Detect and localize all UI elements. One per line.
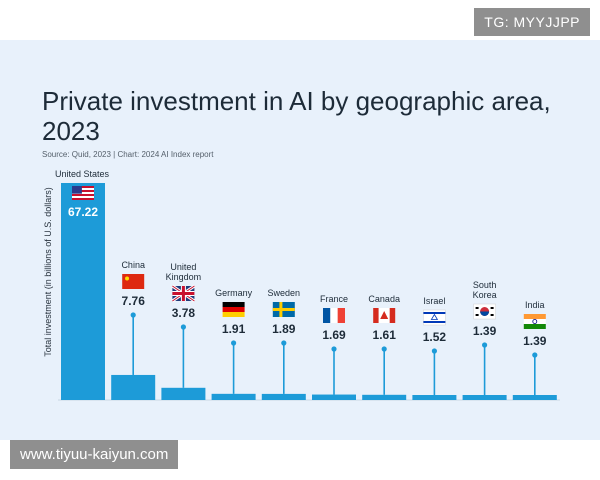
us-flag-icon [72,186,94,200]
value-label: 1.39 [523,334,547,348]
category-label: United States [55,169,110,179]
category-label: South Korea [473,280,497,300]
category-label: China [121,260,145,270]
bar-group: Israel 1.52 [412,296,457,400]
value-label: 1.91 [222,322,246,336]
china-flag-icon [122,274,145,289]
watermark-top: TG: MYYJJPP [474,8,590,36]
germany-flag-icon [222,302,245,317]
chart-title: Private investment in AI by geographic a… [42,86,551,146]
bar [211,393,256,400]
category-label: Germany [215,288,253,298]
value-label: 1.52 [423,330,447,344]
bar-group: India 1.39 [512,300,557,400]
category-label: Israel [423,296,445,306]
bar [111,374,156,400]
bar [362,394,407,400]
category-label: Canada [368,294,400,304]
france-flag-icon [323,308,345,323]
value-label: 3.78 [172,306,196,320]
canada-flag-icon [373,308,396,323]
category-label: United Kingdom [166,262,202,282]
india-flag-icon [523,314,546,329]
bar [261,393,306,400]
bar-group: France 1.69 [312,294,356,400]
israel-flag-icon [423,309,446,326]
bar-group: China 7.76 [111,260,156,400]
sweden-flag-icon [272,302,295,317]
bar [312,394,356,400]
category-label: India [525,300,545,310]
south-korea-flag-icon [473,303,496,320]
bar-group: United States 67.22 [55,169,110,400]
bar [462,395,507,400]
value-label: 7.76 [122,294,146,308]
value-label: 1.61 [373,328,397,342]
uk-flag-icon [171,284,196,303]
bar [61,183,105,400]
bar-group: United Kingdom 3.78 [161,262,206,400]
value-label: 67.22 [68,205,98,219]
chart-source: Source: Quid, 2023 | Chart: 2024 AI Inde… [42,150,214,159]
bar-group: South Korea 1.39 [462,280,507,400]
bar [161,387,206,400]
value-label: 1.39 [473,324,497,338]
bar [412,395,457,400]
bar-group: Canada 1.61 [362,294,407,400]
value-label: 1.69 [322,328,346,342]
watermark-bottom: www.tiyuu-kaiyun.com [10,440,179,469]
bar [512,395,557,400]
value-label: 1.89 [272,322,296,336]
bar-group: Sweden 1.89 [261,288,306,400]
category-label: Sweden [268,288,301,298]
bar-group: Germany 1.91 [211,288,256,400]
category-label: France [320,294,348,304]
